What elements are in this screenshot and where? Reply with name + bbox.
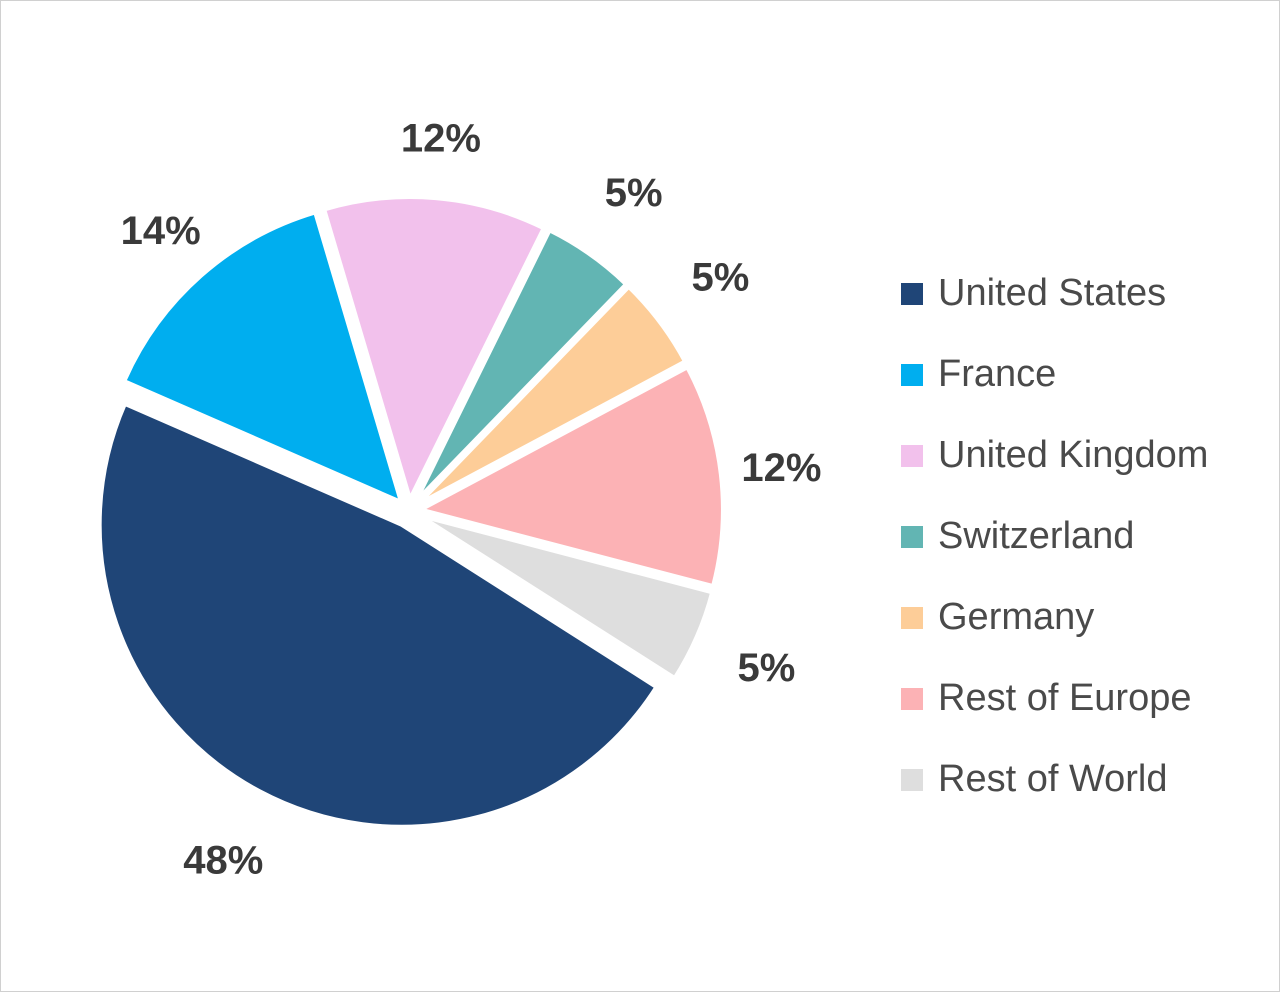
data-label: 14% [121,209,201,253]
pie-slice-rest-of-world [418,513,715,681]
legend-item: Switzerland [901,496,1208,577]
legend-swatch [901,282,923,305]
legend-swatch [901,687,923,710]
pie-slice-switzerland [414,227,629,503]
legend-item: United Kingdom [901,415,1208,496]
legend-swatch [901,444,923,467]
pie-slice-france [121,209,405,506]
legend-item: United States [901,253,1208,334]
legend-label: Rest of Europe [938,677,1192,719]
legend-label: Rest of World [938,758,1168,800]
data-label: 48% [183,839,263,883]
pie-slice-germany [417,284,688,506]
legend-item: Rest of World [901,739,1208,820]
legend-item: Germany [901,577,1208,658]
legend-label: United States [938,272,1167,314]
pie-slice-united-kingdom [321,195,547,505]
legend-swatch [901,606,923,629]
data-label: 5% [738,646,796,690]
legend-label: France [938,353,1057,395]
pie-slice-united-states [97,401,660,829]
data-label: 5% [692,255,750,299]
legend-label: United Kingdom [938,434,1209,476]
data-label: 5% [605,171,663,215]
legend-swatch [901,363,923,386]
pie-slice-rest-of-europe [415,364,725,589]
data-label: 12% [401,116,481,160]
legend-swatch [901,768,923,791]
legend-item: Rest of Europe [901,658,1208,739]
legend-label: Germany [938,596,1095,638]
legend-item: France [901,334,1208,415]
legend-label: Switzerland [938,515,1135,557]
data-label: 12% [741,446,821,490]
legend: United States France United Kingdom Switzer… [901,253,1208,820]
legend-swatch [901,525,923,548]
